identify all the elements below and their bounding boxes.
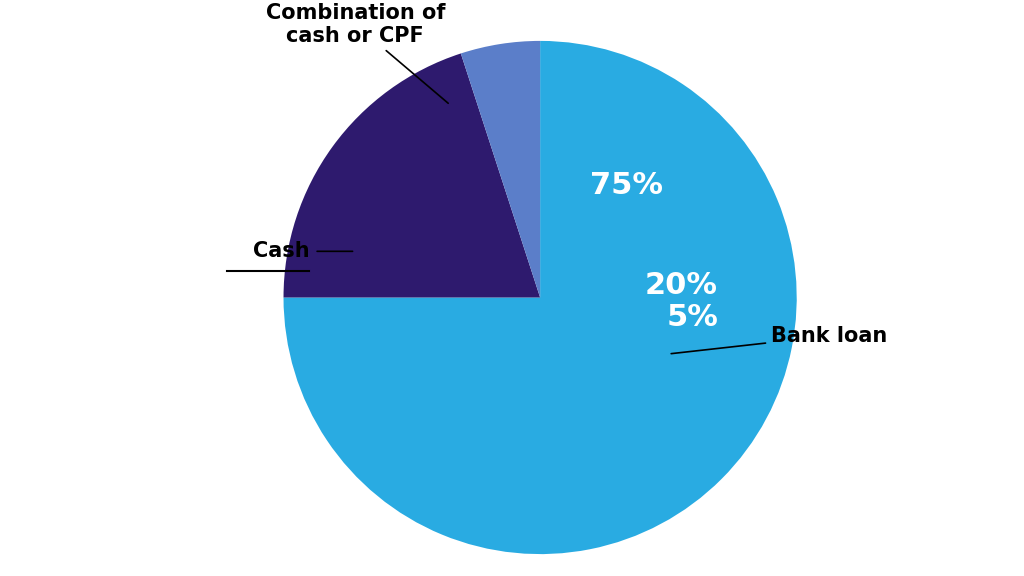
Text: Bank loan: Bank loan xyxy=(671,326,888,354)
Text: 5%: 5% xyxy=(667,303,719,332)
Text: 75%: 75% xyxy=(590,171,663,200)
Wedge shape xyxy=(284,41,797,554)
Text: 20%: 20% xyxy=(644,271,717,300)
Wedge shape xyxy=(284,54,540,298)
Wedge shape xyxy=(461,41,540,298)
Text: Combination of
cash or CPF: Combination of cash or CPF xyxy=(265,3,449,103)
Text: Cash: Cash xyxy=(253,241,309,262)
